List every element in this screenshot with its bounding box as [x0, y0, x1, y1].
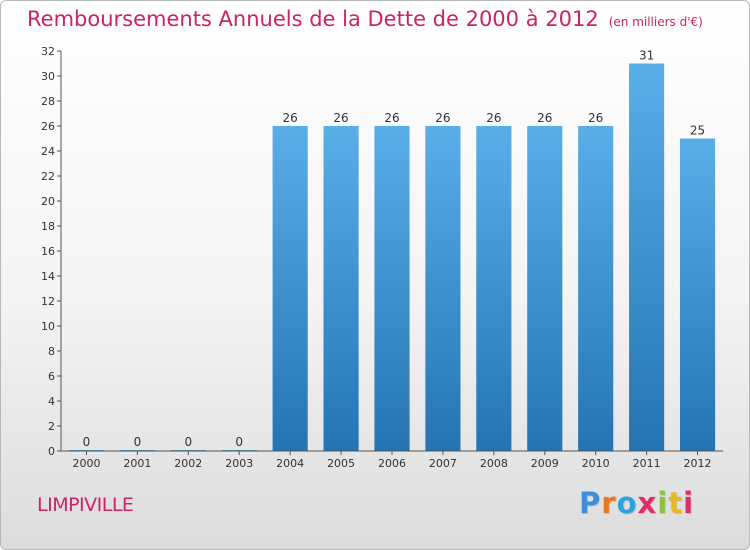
y-tick-label: 26	[41, 120, 55, 133]
chart-title: Remboursements Annuels de la Dette de 20…	[27, 7, 703, 31]
brand-letter: o	[616, 486, 638, 520]
brand-letter: P	[579, 486, 602, 520]
y-tick-label: 16	[41, 245, 55, 258]
brand-letter: r	[601, 486, 617, 520]
y-tick-label: 2	[48, 420, 55, 433]
data-label-2008: 26	[486, 111, 501, 125]
x-tick-label-2010: 2010	[582, 457, 610, 470]
x-tick-label-2006: 2006	[378, 457, 406, 470]
x-tick-label-2002: 2002	[174, 457, 202, 470]
data-label-2003: 0	[235, 435, 243, 449]
x-tick-label-2009: 2009	[531, 457, 559, 470]
bar-2011	[629, 63, 665, 451]
data-label-2006: 26	[384, 111, 399, 125]
x-tick-label-2007: 2007	[429, 457, 457, 470]
bar-2012	[679, 138, 716, 451]
data-label-2012: 25	[690, 124, 705, 138]
data-label-2004: 26	[283, 111, 298, 125]
bar-2005	[323, 126, 359, 451]
y-tick-label: 24	[41, 145, 55, 158]
city-name: LIMPIVILLE	[37, 494, 134, 516]
y-tick-label: 6	[48, 370, 55, 383]
bar-2009	[527, 126, 563, 451]
data-label-2007: 26	[435, 111, 450, 125]
data-label-2001: 0	[134, 435, 142, 449]
brand-letter: i	[657, 486, 669, 520]
x-tick-label-2001: 2001	[123, 457, 151, 470]
data-label-2000: 0	[83, 435, 91, 449]
chart-subtitle: (en milliers d'€)	[608, 15, 703, 29]
x-tick-label-2004: 2004	[276, 457, 304, 470]
y-tick-label: 18	[41, 220, 55, 233]
x-axis: 2000 2001 2002 2003 2004 2005 2006 2007 2008 2009…	[61, 450, 723, 470]
data-label-2005: 26	[333, 111, 348, 125]
brand-letter: x	[637, 486, 658, 520]
data-label-2011: 31	[639, 49, 654, 63]
y-tick-label: 20	[41, 195, 55, 208]
data-label-2010: 26	[588, 111, 603, 125]
y-tick-label: 0	[48, 445, 55, 458]
x-tick-label-2005: 2005	[327, 457, 355, 470]
x-tick-label-2011: 2011	[633, 457, 661, 470]
data-label-2009: 26	[537, 111, 552, 125]
bar-2010	[578, 126, 614, 451]
y-tick-label: 10	[41, 320, 55, 333]
bar-2006	[374, 126, 410, 451]
chart-title-text: Remboursements Annuels de la Dette de 20…	[27, 7, 599, 31]
bar-2007	[425, 126, 461, 451]
bars: 0 0 0 0 26 26 26 26 26 26 26 31 25	[68, 49, 716, 451]
brand-letter: i	[683, 486, 695, 520]
y-tick-label: 12	[41, 295, 55, 308]
x-tick-label-2008: 2008	[480, 457, 508, 470]
y-tick-label: 32	[41, 45, 55, 58]
y-tick-label: 28	[41, 95, 55, 108]
y-tick-label: 4	[48, 395, 55, 408]
x-tick-label-2012: 2012	[684, 457, 712, 470]
bar-2008	[476, 126, 512, 451]
y-tick-label: 14	[41, 270, 55, 283]
y-tick-label: 8	[48, 345, 55, 358]
data-label-2002: 0	[184, 435, 192, 449]
brand-logo: Proxiti	[579, 486, 694, 520]
y-tick-label: 22	[41, 170, 55, 183]
brand-letter: t	[668, 486, 684, 520]
bar-2004	[272, 126, 308, 451]
y-tick-label: 30	[41, 70, 55, 83]
x-tick-label-2003: 2003	[225, 457, 253, 470]
x-tick-label-2000: 2000	[72, 457, 100, 470]
